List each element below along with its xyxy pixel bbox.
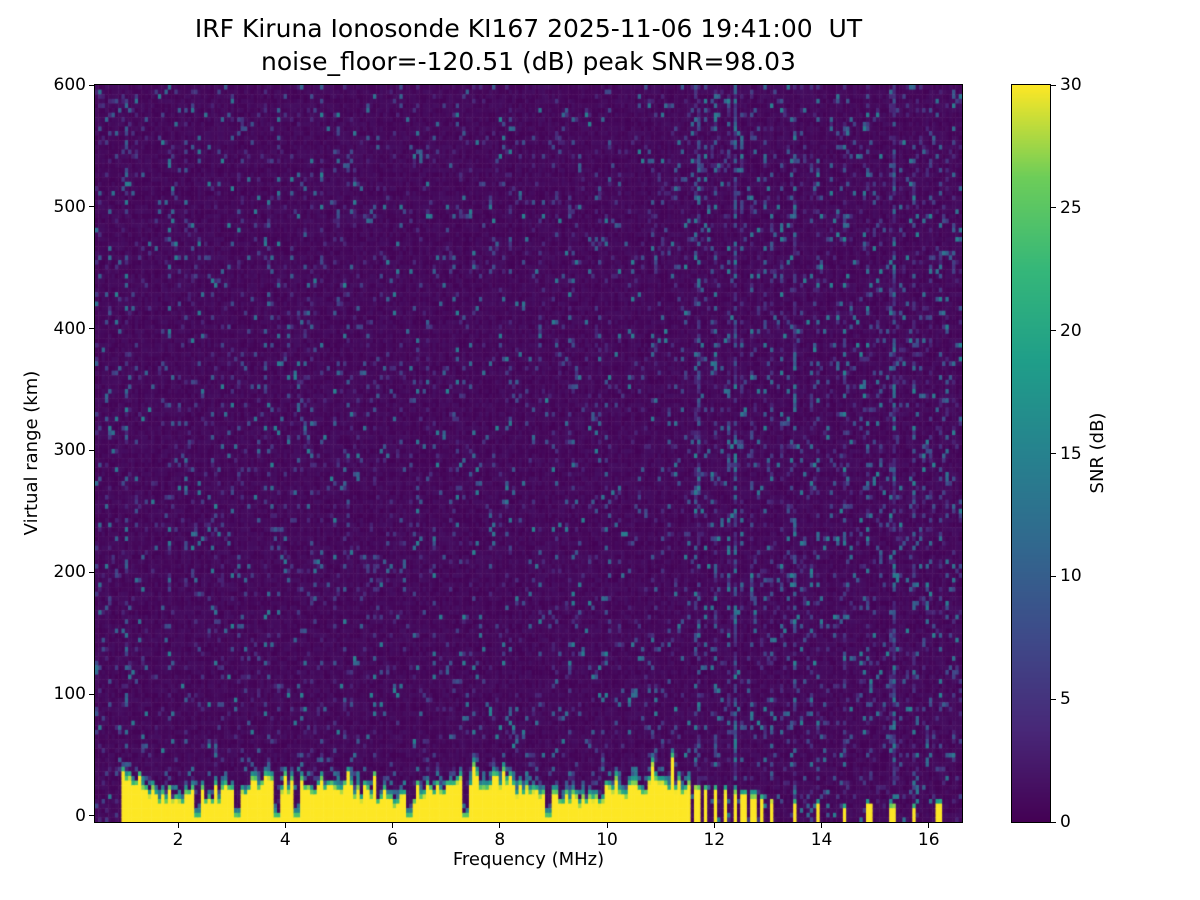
x-tick-label: 12 xyxy=(703,830,726,850)
colorbar-tick-mark xyxy=(1051,330,1056,332)
y-tick-mark xyxy=(89,693,94,695)
y-tick-label: 300 xyxy=(53,440,86,461)
x-tick-label: 6 xyxy=(387,830,398,850)
x-tick-label: 2 xyxy=(172,830,184,850)
y-tick-label: 100 xyxy=(53,684,86,705)
colorbar-tick-mark xyxy=(1051,821,1056,823)
y-tick-label: 600 xyxy=(53,75,86,95)
title-line-2: noise_floor=-120.51 (dB) peak SNR=98.03 xyxy=(261,47,796,76)
x-tick-label: 14 xyxy=(810,830,833,850)
colorbar-tick-label: 30 xyxy=(1060,75,1082,95)
colorbar-tick-mark xyxy=(1051,698,1056,700)
colorbar-tick-mark xyxy=(1051,575,1056,577)
colorbar-tick-mark xyxy=(1051,207,1056,209)
colorbar-tick-label: 5 xyxy=(1060,689,1071,710)
y-tick-label: 500 xyxy=(53,196,86,217)
x-tick-label: 10 xyxy=(596,830,618,850)
y-tick-mark xyxy=(89,571,94,573)
x-tick-mark xyxy=(392,823,394,828)
figure-title: IRF Kiruna Ionosonde KI167 2025-11-06 19… xyxy=(95,12,962,78)
plot-area xyxy=(94,84,963,823)
y-tick-label: 0 xyxy=(75,805,86,826)
y-tick-mark xyxy=(89,449,94,451)
colorbar-tick-label: 25 xyxy=(1060,197,1082,218)
colorbar-canvas xyxy=(1012,85,1050,822)
x-tick-label: 8 xyxy=(494,830,506,850)
x-tick-mark xyxy=(284,823,286,828)
colorbar-tick-label: 20 xyxy=(1060,320,1082,341)
x-tick-mark xyxy=(928,823,930,828)
colorbar-tick-label: 0 xyxy=(1060,812,1071,832)
title-line-1: IRF Kiruna Ionosonde KI167 2025-11-06 19… xyxy=(194,14,863,43)
x-tick-label: 4 xyxy=(279,830,291,850)
colorbar-tick-mark xyxy=(1051,453,1056,454)
x-tick-mark xyxy=(606,823,608,828)
y-tick-mark xyxy=(89,206,94,208)
colorbar xyxy=(1011,84,1051,823)
y-tick-mark xyxy=(89,328,94,330)
colorbar-tick-mark xyxy=(1051,84,1056,86)
y-tick-mark xyxy=(89,815,94,817)
y-tick-label: 200 xyxy=(53,562,86,583)
y-tick-label: 400 xyxy=(53,318,86,339)
x-tick-label: 16 xyxy=(917,830,940,850)
x-tick-mark xyxy=(821,823,823,828)
colorbar-tick-label: 10 xyxy=(1060,566,1082,587)
ionogram-heatmap-canvas xyxy=(95,85,962,822)
y-tick-mark xyxy=(89,84,94,86)
x-tick-mark xyxy=(499,823,501,828)
x-axis-label: Frequency (MHz) xyxy=(452,849,605,870)
x-tick-mark xyxy=(177,823,179,828)
colorbar-tick-label: 15 xyxy=(1060,443,1082,464)
x-tick-mark xyxy=(713,823,715,828)
